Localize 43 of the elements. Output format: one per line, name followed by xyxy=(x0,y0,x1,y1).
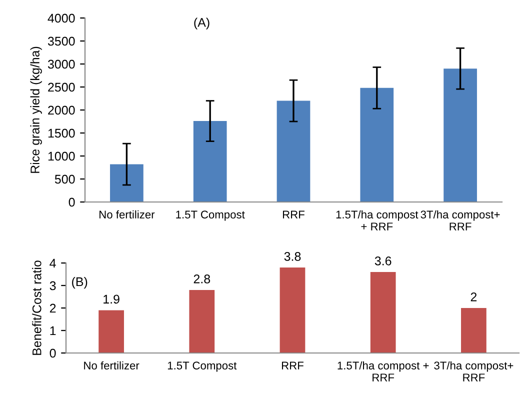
x-tick-label: RRF xyxy=(282,362,304,370)
y-tick-label: 2 xyxy=(50,304,56,313)
y-tick-label: 0 xyxy=(50,348,56,358)
data-label: 3.8 xyxy=(284,252,301,261)
bar xyxy=(98,310,124,353)
annotation: (B) xyxy=(72,276,88,289)
bar xyxy=(276,100,310,202)
y-tick-label: 3500 xyxy=(48,36,75,46)
x-tick-label: 3T/ha compost+ RRF xyxy=(434,361,514,382)
data-label: 2 xyxy=(470,292,477,302)
y-tick-label: 3 xyxy=(50,281,56,290)
x-tick-label: 1.5T Compost xyxy=(176,210,245,221)
bar xyxy=(193,121,227,202)
x-tick-label: No fertilizer xyxy=(84,361,140,370)
x-tick-label: 1.5T/ha compost + RRF xyxy=(336,210,418,230)
data-label: 2.8 xyxy=(194,274,210,284)
y-tick-label: 4 xyxy=(50,258,56,268)
y-tick-label: 1 xyxy=(50,326,56,336)
y-tick-label: 1000 xyxy=(48,152,75,161)
bar xyxy=(370,272,396,353)
x-tick-label: RRF xyxy=(282,210,304,218)
bar xyxy=(444,68,477,202)
bar xyxy=(360,88,394,202)
x-tick-label: 1.5T Compost xyxy=(168,362,237,372)
data-label: 1.9 xyxy=(104,294,120,304)
y-tick-label: 2500 xyxy=(48,82,75,92)
annotation: (A) xyxy=(194,18,210,30)
bar xyxy=(110,164,144,202)
y-axis-title: Benefit/Cost ratio xyxy=(32,260,42,355)
y-axis-title: Rice grain yield (kg/ha) xyxy=(30,46,42,173)
x-tick-label: 3T/ha compost+ RRF xyxy=(420,210,500,230)
x-tick-label: 1.5T/ha compost + RRF xyxy=(338,361,429,382)
x-tick-label: No fertilizer xyxy=(100,210,155,218)
data-label: 3.6 xyxy=(374,256,392,266)
bar xyxy=(189,290,215,353)
y-tick-label: 1500 xyxy=(48,128,75,138)
y-tick-label: 3000 xyxy=(48,60,75,69)
y-tick-label: 0 xyxy=(68,198,75,207)
y-tick-label: 2000 xyxy=(48,106,75,115)
bar xyxy=(280,268,306,353)
y-tick-label: 4000 xyxy=(48,14,75,23)
bar xyxy=(461,308,486,353)
y-tick-label: 500 xyxy=(54,174,75,184)
